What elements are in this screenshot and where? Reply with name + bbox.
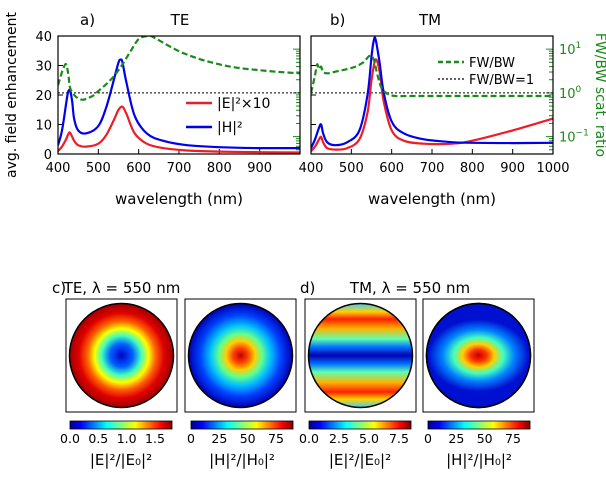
colorbar-tick-label: 50 [477, 431, 493, 446]
x-tick-label: 500 [86, 161, 111, 176]
colorbar-tick-label: 25 [448, 431, 464, 446]
panel-c: c) TE, λ = 550 nm [52, 279, 297, 413]
colorbar [427, 420, 531, 430]
y-tick-label: 30 [35, 60, 52, 75]
y2-tick-label: 10−1 [559, 129, 589, 146]
colorbar-tick-label: 0 [187, 431, 195, 446]
colorbar [190, 420, 294, 430]
panel-b-xlabel: wavelength (nm) [368, 190, 496, 208]
y-tick-label: 0 [44, 148, 52, 163]
panel-b-title: TM [418, 11, 441, 29]
colorbar-tick-label: 0.5 [88, 431, 108, 446]
colorbar-tick-label: 1.5 [145, 431, 165, 446]
y2-tick-label: 100 [559, 85, 582, 102]
colorbar-tick-label: 1.0 [117, 431, 137, 446]
colorbar-tick-label: 0.0 [299, 431, 319, 446]
colorbar-tick-label: 7.5 [389, 431, 409, 446]
series-line-a [58, 105, 300, 154]
colorbar-label: |H|²/|H₀|² [209, 451, 275, 469]
panel-a-title: TE [170, 11, 190, 29]
colorbar-tick-label: 75 [268, 431, 284, 446]
series-line-a [58, 36, 300, 101]
colorbars: 0.0 0.5 1.0 1.5 |E|²/|E₀|² 0 25 50 75 |H|²/|H₀|² 0… [60, 420, 531, 469]
colorbar-label: |H|²/|H₀|² [446, 451, 512, 469]
panel-d-title: TM, λ = 550 nm [349, 279, 470, 297]
series-line-b [311, 36, 553, 149]
colorbar-tick-label: 25 [211, 431, 227, 446]
field-map-te-h [187, 302, 294, 409]
panel-b: b) TM 400 500 600 700 800 900 1000 10−1 100 101 w… [299, 11, 606, 208]
x-tick-label: 900 [500, 161, 525, 176]
legend-entry-e: |E|²×10 [217, 96, 270, 112]
y2-tick-label: 101 [559, 41, 581, 58]
x-tick-label: 700 [167, 161, 192, 176]
y-tick-label: 40 [35, 30, 52, 45]
panel-a-ticks: 400 500 600 700 800 900 0 10 20 30 40 [35, 30, 300, 176]
y-tick-label: 10 [35, 119, 52, 134]
x-tick-label: 400 [299, 161, 324, 176]
colorbar-tick-label: 0 [424, 431, 432, 446]
panel-b-frame [310, 35, 554, 155]
x-tick-label: 700 [420, 161, 445, 176]
y-tick-label: 20 [35, 89, 52, 104]
colorbar-tick-label: 5.0 [359, 431, 379, 446]
colorbar [69, 420, 173, 430]
legend-entry-reference: FW/BW=1 [469, 73, 534, 88]
panel-d-label: d) [300, 279, 315, 297]
x-tick-label: 900 [247, 161, 272, 176]
panel-a-frame [57, 35, 301, 155]
panel-b-legend: FW/BW FW/BW=1 [438, 56, 534, 88]
panel-a: a) TE 400 500 600 700 800 900 0 10 20 30 40 wavele… [4, 11, 301, 208]
panel-a-plot-area [58, 36, 300, 154]
field-map-tm-h-border [425, 302, 532, 409]
panel-b-y2label: FW/BW scat. ratio [592, 33, 606, 157]
panel-b-ticks: 400 500 600 700 800 900 1000 10−1 100 101 [299, 35, 589, 176]
panel-b-label: b) [330, 11, 345, 29]
panel-b-plot-area [311, 36, 553, 152]
x-tick-label: 600 [379, 161, 404, 176]
colorbar [308, 420, 412, 430]
field-map-te-e [68, 302, 175, 409]
colorbar-tick-label: 0.0 [60, 431, 80, 446]
panel-a-legend: |E|²×10 |H|² [186, 96, 270, 136]
series-line-a [58, 58, 300, 150]
legend-entry-ratio: FW/BW [469, 56, 515, 71]
panel-a-label: a) [80, 11, 95, 29]
panel-c-title: TE, λ = 550 nm [63, 279, 181, 297]
colorbar-label: |E|²/|E₀|² [90, 451, 152, 469]
x-tick-label: 500 [339, 161, 364, 176]
x-tick-label: 1000 [536, 161, 569, 176]
colorbar-tick-label: 50 [240, 431, 256, 446]
series-line-b [311, 54, 553, 98]
panel-a-xlabel: wavelength (nm) [115, 190, 243, 208]
field-map-tm-h [428, 319, 529, 392]
x-tick-label: 800 [460, 161, 485, 176]
panel-a-ylabel: avg. field enhancement [4, 11, 20, 178]
colorbar-tick-label: 2.5 [329, 431, 349, 446]
x-tick-label: 400 [46, 161, 71, 176]
colorbar-tick-label: 75 [505, 431, 521, 446]
colorbar-label: |E|²/|E₀|² [329, 451, 391, 469]
panel-c-label: c) [52, 279, 66, 297]
field-map-tm-e [307, 302, 414, 409]
x-tick-label: 600 [126, 161, 151, 176]
x-tick-label: 800 [207, 161, 232, 176]
legend-entry-h: |H|² [217, 120, 243, 136]
panel-d: d) TM, λ = 550 nm [300, 279, 535, 413]
series-line-b [311, 58, 553, 152]
